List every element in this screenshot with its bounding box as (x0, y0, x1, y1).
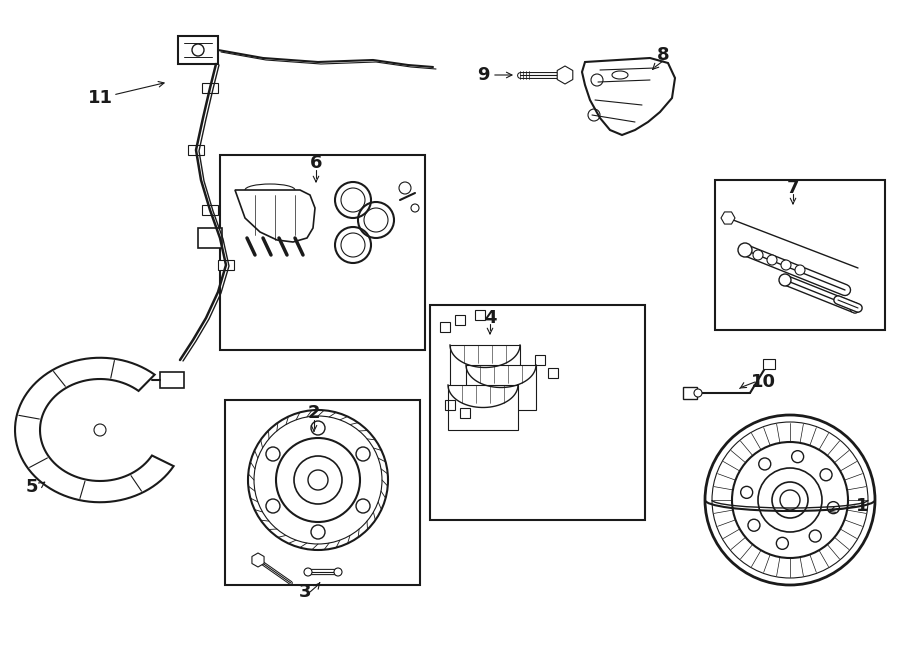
Circle shape (304, 568, 312, 576)
Circle shape (795, 265, 805, 275)
Bar (455, 315, 465, 325)
Circle shape (781, 260, 791, 270)
Bar (548, 368, 558, 378)
Polygon shape (721, 212, 735, 224)
Circle shape (399, 182, 411, 194)
Text: 4: 4 (484, 309, 496, 327)
Bar (202, 83, 218, 93)
Circle shape (308, 470, 328, 490)
Bar (202, 205, 218, 215)
Text: 9: 9 (477, 66, 490, 84)
Circle shape (334, 568, 342, 576)
Circle shape (767, 255, 777, 265)
Circle shape (779, 274, 791, 286)
Polygon shape (557, 66, 572, 84)
Bar (440, 322, 450, 332)
Bar (683, 387, 697, 399)
Bar (178, 36, 218, 64)
Bar (220, 155, 425, 350)
Bar (225, 400, 420, 585)
Circle shape (780, 490, 800, 510)
Polygon shape (582, 58, 675, 135)
Bar (445, 400, 455, 410)
Bar (763, 359, 775, 369)
Polygon shape (235, 190, 315, 242)
Bar (218, 260, 234, 270)
Polygon shape (448, 385, 518, 430)
Bar (198, 228, 222, 248)
Circle shape (694, 389, 702, 397)
Circle shape (850, 303, 860, 313)
Text: 5: 5 (26, 478, 38, 496)
Polygon shape (252, 553, 264, 567)
Text: 8: 8 (657, 46, 670, 64)
Bar (535, 355, 545, 365)
Bar (188, 145, 204, 155)
Bar (430, 305, 645, 520)
Circle shape (192, 44, 204, 56)
Polygon shape (450, 345, 520, 390)
Text: 6: 6 (310, 154, 322, 172)
Text: 2: 2 (308, 404, 320, 422)
Polygon shape (466, 365, 536, 410)
Bar (475, 310, 485, 320)
Text: 10: 10 (751, 373, 776, 391)
Text: 11: 11 (87, 89, 112, 107)
Bar (715, 180, 885, 330)
Bar (460, 408, 470, 418)
Text: 1: 1 (856, 497, 868, 515)
Circle shape (753, 250, 763, 260)
Bar (160, 372, 184, 388)
Text: 7: 7 (787, 179, 799, 197)
Text: 3: 3 (299, 583, 311, 601)
Circle shape (738, 243, 752, 257)
Polygon shape (15, 358, 174, 502)
Circle shape (411, 204, 419, 212)
